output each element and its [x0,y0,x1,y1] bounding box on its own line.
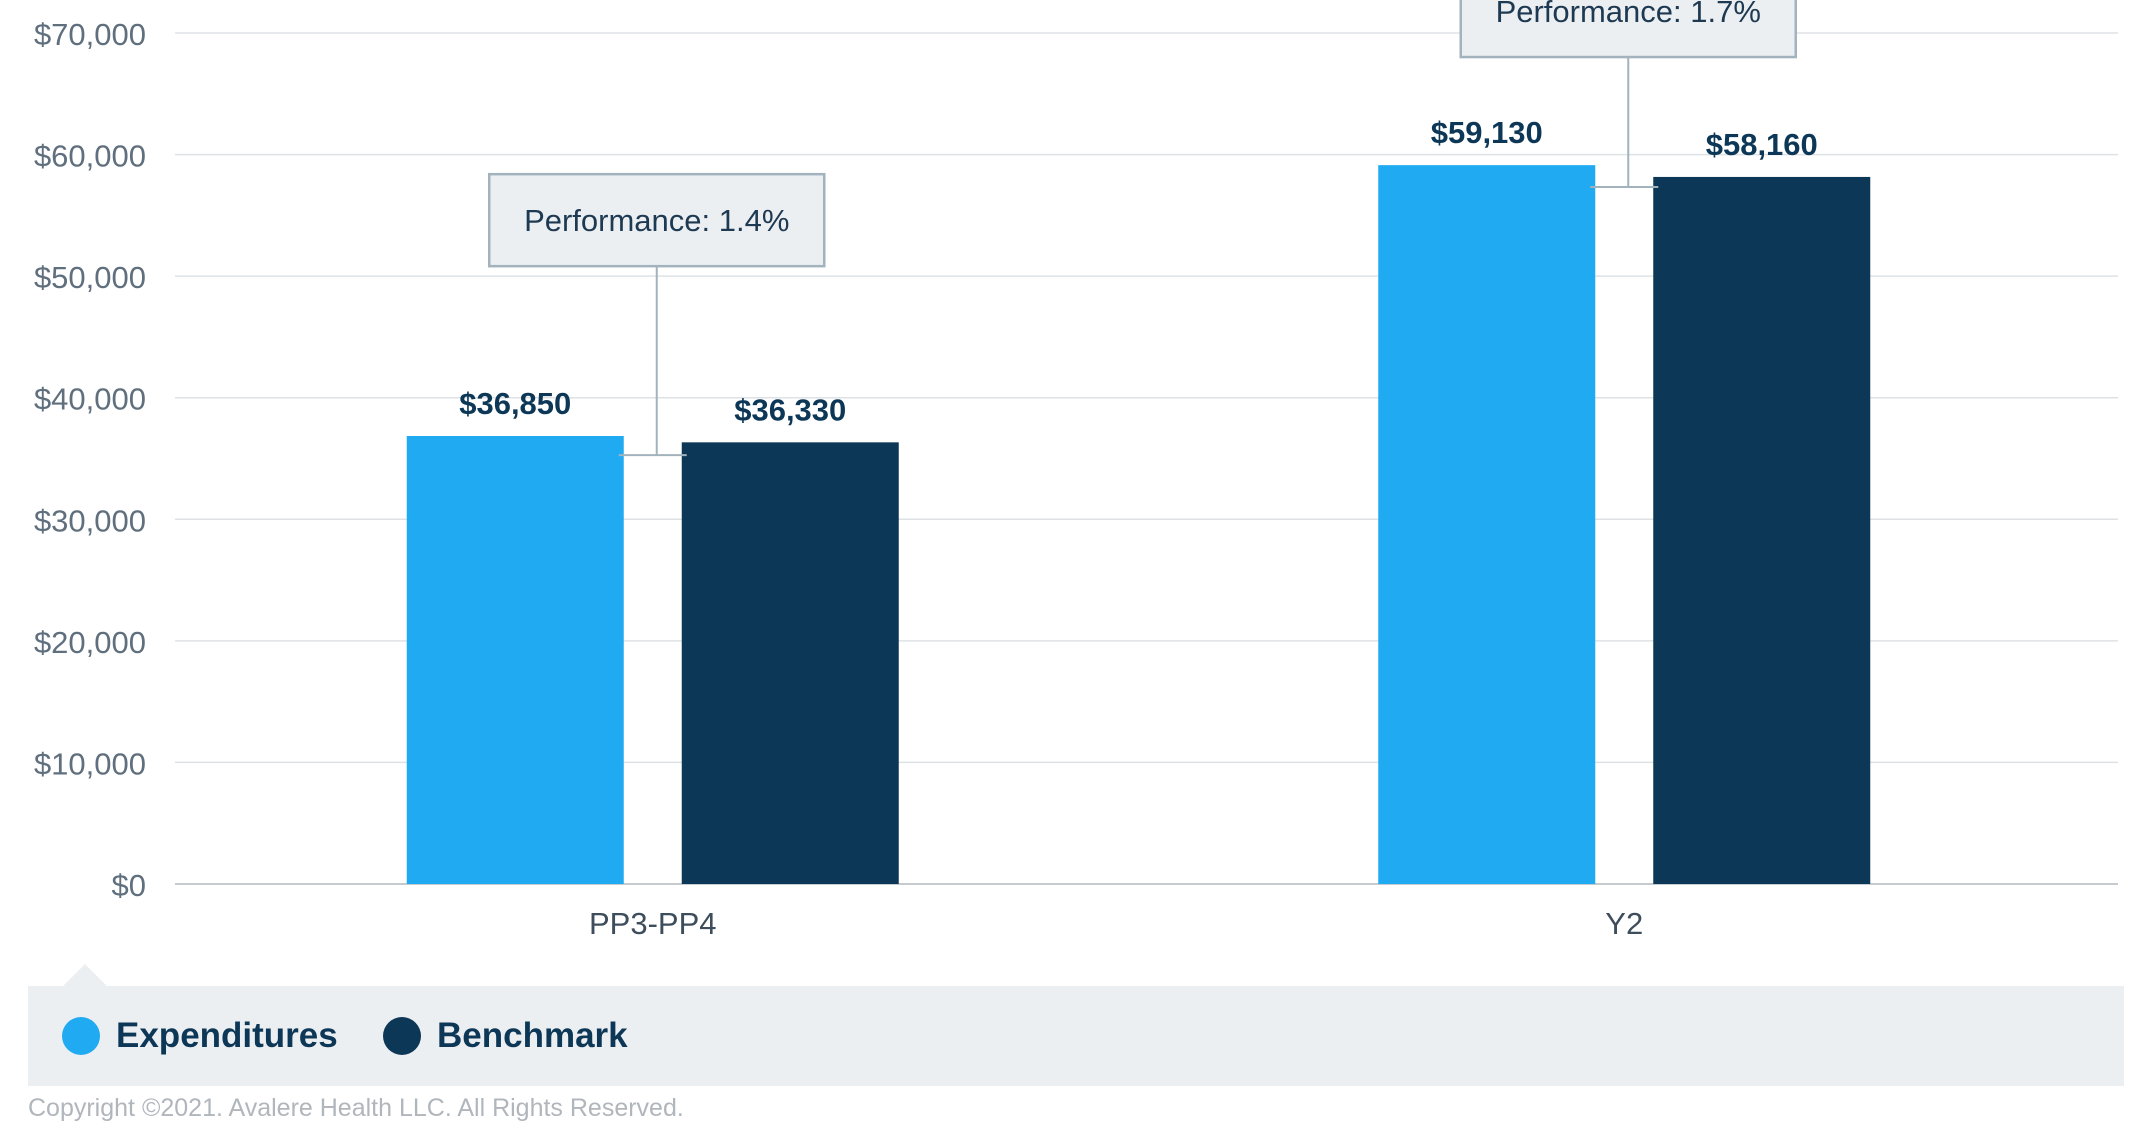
x-tick-label: Y2 [1605,906,1643,941]
y-tick-label: $50,000 [34,260,146,295]
legend-label-expenditures: Expenditures [116,1016,338,1055]
y-tick-label: $0 [112,868,146,903]
legend-item-expenditures[interactable]: Expenditures [62,986,338,1086]
benchmark-swatch-icon [383,1017,421,1055]
bar-benchmark-y2 [1653,176,1871,885]
data-label: $58,160 [1706,127,1818,162]
y-tick-label: $40,000 [34,382,146,417]
annotation-text: Performance: 1.7% [1496,0,1761,29]
y-tick-label: $70,000 [34,17,146,52]
y-tick-label: $20,000 [34,625,146,660]
bar-expenditures-y2 [1378,165,1596,885]
annotation-box [488,172,826,268]
y-tick-label: $10,000 [34,746,146,781]
legend-item-benchmark[interactable]: Benchmark [383,986,628,1086]
legend-label-benchmark: Benchmark [437,1016,628,1055]
expenditures-swatch-icon [62,1017,100,1055]
copyright-text: Copyright ©2021. Avalere Health LLC. All… [28,1094,684,1122]
x-tick-label: PP3-PP4 [589,906,717,941]
data-label: $36,850 [459,386,571,421]
annotation-text: Performance: 1.4% [524,203,789,238]
bar-expenditures-pp3-pp4 [406,436,624,884]
data-label: $59,130 [1431,115,1543,150]
legend-pointer [63,964,107,986]
y-tick-label: $60,000 [34,139,146,174]
legend: Expenditures Benchmark [28,986,2124,1086]
data-label: $36,330 [734,392,846,427]
y-tick-label: $30,000 [34,503,146,538]
bar-chart: $0 $10,000 $20,000 $30,000 $40,000 $50,000 $60… [34,0,2118,941]
bar-benchmark-pp3-pp4 [681,442,899,884]
